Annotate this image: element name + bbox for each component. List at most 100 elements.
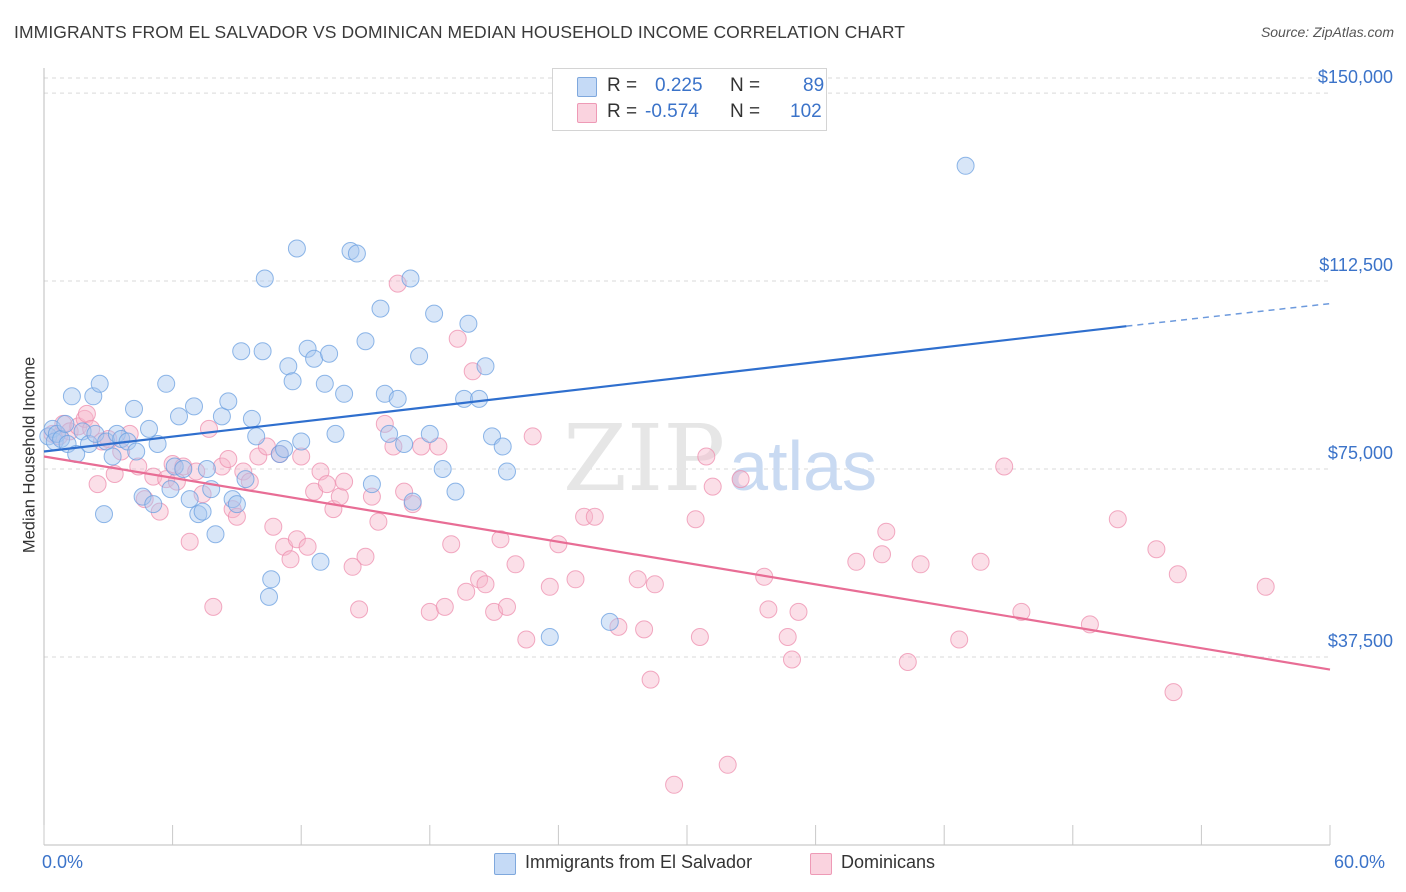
dominican-point (227, 507, 246, 526)
dominican-point (457, 582, 476, 601)
el-salvador-point (56, 414, 75, 433)
el-salvador-point (362, 475, 381, 494)
dominican-point (442, 535, 461, 554)
dominican-point (1108, 510, 1127, 529)
el-salvador-point (80, 435, 98, 453)
dominicans-trend-line (43, 455, 1331, 671)
dominican-point (703, 477, 722, 496)
el-salvador-point (133, 487, 152, 506)
el-salvador-point (292, 432, 311, 451)
legend-r-value: 0.225 (655, 75, 703, 96)
dominican-point (911, 555, 930, 574)
dominican-point (641, 670, 660, 689)
dominican-point (1256, 577, 1275, 596)
dominican-point (540, 577, 559, 596)
x-tick-label-min: 0.0% (42, 852, 84, 872)
el-salvador-point (86, 424, 105, 443)
el-salvador-trend-extension (1126, 302, 1331, 327)
dominican-point (362, 487, 381, 506)
dominican-point (950, 630, 969, 649)
el-salvador-point (236, 470, 255, 489)
legend-n-label: N = (730, 75, 761, 96)
source-label: Source: ZipAtlas.com (1260, 24, 1394, 40)
stats-legend: R = 0.225 N = 89 R = -0.574 N = 102 (552, 68, 827, 131)
el-salvador-point (260, 587, 278, 606)
dominican-point (1147, 540, 1166, 559)
el-salvador-point (395, 435, 414, 453)
dominican-point (356, 547, 375, 566)
el-salvador-point (459, 314, 478, 333)
el-salvador-point (371, 299, 390, 318)
legend-r-label: R = (607, 101, 638, 122)
el-salvador-point (255, 269, 274, 288)
dominican-point (375, 414, 394, 433)
el-salvador-point (380, 424, 399, 443)
el-salvador-point (455, 389, 474, 408)
el-salvador-point (185, 397, 203, 416)
el-salvador-point (206, 525, 225, 544)
dominican-point (264, 517, 283, 536)
dominican-point (429, 437, 448, 456)
el-salvador-point (279, 357, 298, 376)
el-salvador-point (247, 427, 266, 446)
dominican-point (212, 457, 231, 476)
dominican-point (995, 457, 1014, 476)
dominican-point (971, 552, 990, 571)
dominican-point (163, 455, 182, 473)
el-salvador-point (180, 490, 199, 509)
el-salvador-point (140, 419, 158, 438)
y-tick-labels: $37,500 $75,000 $112,500 $150,000 (1318, 67, 1393, 651)
legend-swatch-blue (577, 77, 597, 97)
dominican-point (343, 557, 362, 576)
el-salvador-point (403, 492, 422, 511)
el-salvador-point (193, 502, 212, 521)
el-salvador-points (39, 156, 975, 646)
el-salvador-point (219, 392, 238, 411)
legend-n-label: N = (730, 101, 761, 122)
dominican-point (435, 597, 454, 616)
legend-swatch-blue (494, 853, 516, 875)
el-salvador-point (335, 384, 354, 403)
el-salvador-point (212, 407, 231, 426)
dominican-point (350, 600, 369, 619)
dominican-point (645, 575, 664, 594)
dominican-point (298, 537, 317, 556)
el-salvador-point (170, 407, 188, 426)
dominican-point (847, 552, 866, 571)
legend-n-value: 89 (803, 75, 825, 96)
dominican-point (200, 419, 218, 438)
dominican-point (476, 575, 495, 594)
dominican-point (877, 522, 896, 541)
el-salvador-point (410, 347, 429, 366)
trend-lines (43, 302, 1331, 671)
el-salvador-point (315, 374, 334, 393)
el-salvador-point (125, 399, 143, 418)
el-salvador-point (420, 424, 439, 443)
el-salvador-point (470, 389, 489, 408)
dominican-point (180, 532, 199, 551)
el-salvador-point (311, 552, 330, 571)
el-salvador-point (425, 304, 444, 323)
legend-r-label: R = (607, 75, 638, 96)
dominican-point (330, 487, 349, 506)
el-salvador-point (600, 612, 619, 631)
el-salvador-point (174, 460, 193, 478)
el-salvador-point (275, 440, 294, 458)
el-salvador-point (253, 342, 272, 361)
dominican-point (635, 620, 654, 639)
dominican-point (778, 628, 797, 646)
gridlines (44, 77, 1330, 658)
dominican-point (1168, 565, 1187, 584)
el-salvador-point (298, 339, 317, 358)
dominican-point (491, 530, 510, 549)
legend-n-value: 102 (790, 101, 822, 122)
dominican-point (1012, 602, 1031, 621)
dominican-point (690, 628, 709, 646)
watermark: ZIPatlas (563, 405, 877, 512)
dominican-point (789, 602, 808, 621)
chart-title: IMMIGRANTS FROM EL SALVADOR VS DOMINICAN… (14, 22, 906, 42)
dominican-point (88, 475, 107, 494)
el-salvador-point (144, 495, 163, 514)
el-salvador-point (242, 409, 261, 428)
